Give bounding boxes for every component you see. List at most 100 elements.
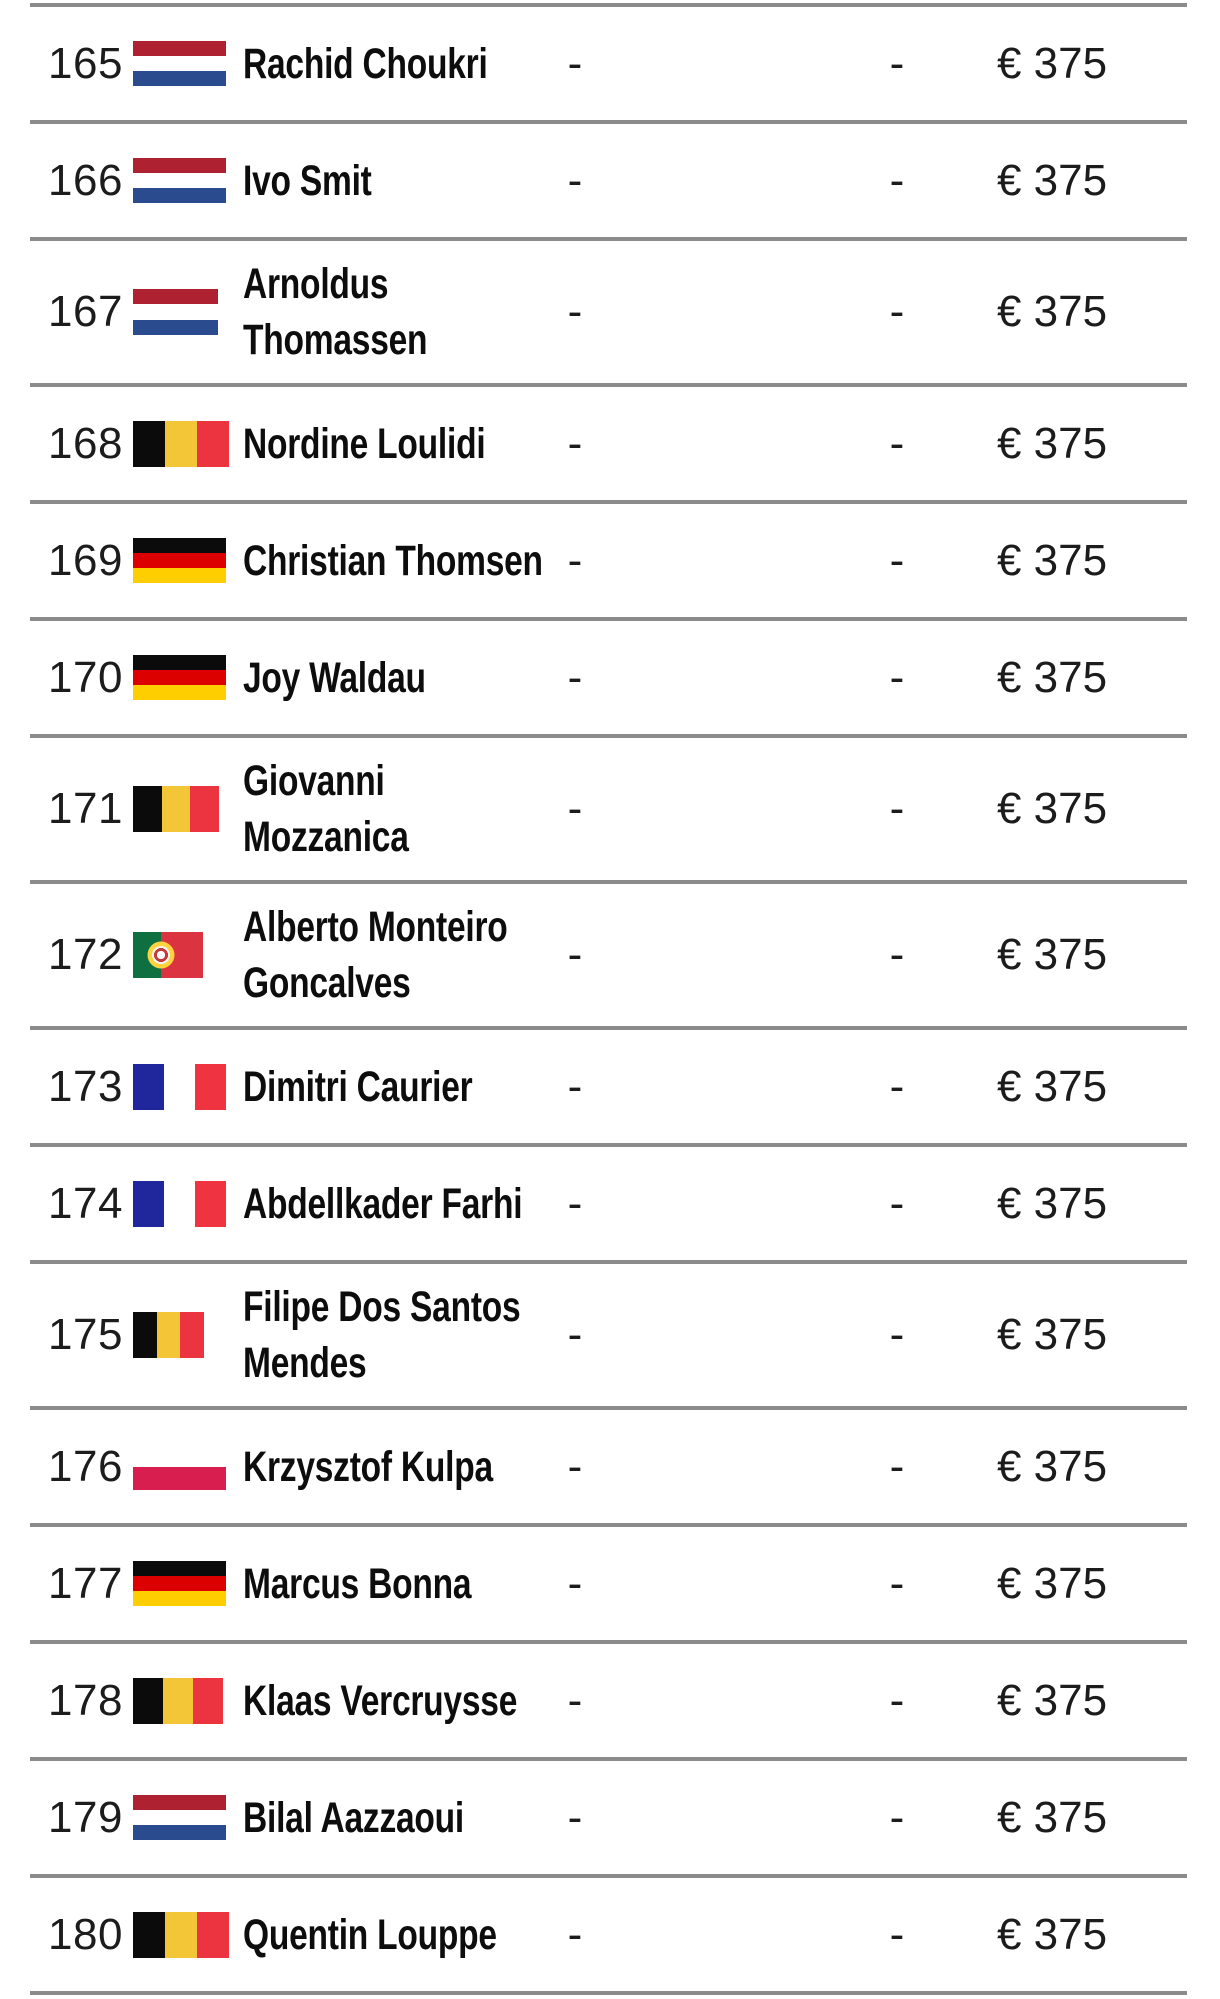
dash-cell-2: - xyxy=(889,1310,905,1359)
dash-cell-1: - xyxy=(567,1441,583,1491)
player-name[interactable]: Arnoldus Thomassen xyxy=(243,260,428,364)
rank-cell: 167 xyxy=(48,287,123,336)
result-row: 165 Rachid Choukri - - € 375 xyxy=(30,7,1187,124)
rank-cell: 166 xyxy=(48,155,123,205)
dash-cell-1: - xyxy=(567,1558,583,1608)
rank-cell: 165 xyxy=(48,38,123,88)
player-name[interactable]: Ivo Smit xyxy=(243,156,372,205)
prize-cell: € 375 xyxy=(996,1441,1108,1491)
player-name-cell: Marcus Bonna xyxy=(243,1541,555,1627)
player-name[interactable]: Nordine Loulidi xyxy=(243,419,486,468)
rank-cell: 178 xyxy=(48,1675,123,1725)
country-flag-icon xyxy=(133,157,226,204)
rank-cell: 176 xyxy=(48,1441,123,1491)
player-name-cell: Dimitri Caurier xyxy=(243,1044,555,1130)
prize-cell: € 375 xyxy=(996,1909,1108,1959)
player-name-cell: Abdellkader Farhi xyxy=(243,1161,555,1247)
dash-cell-1: - xyxy=(567,1178,583,1228)
player-name[interactable]: Filipe Dos Santos Mendes xyxy=(243,1283,521,1387)
result-row: 173 Dimitri Caurier - - € 375 xyxy=(30,1030,1187,1147)
player-name-cell: Joy Waldau xyxy=(243,635,555,721)
flag-cell xyxy=(133,1443,243,1490)
dash-cell-2: - xyxy=(889,155,905,205)
result-row: 166 Ivo Smit - - € 375 xyxy=(30,124,1187,241)
player-name[interactable]: Christian Thomsen xyxy=(243,536,543,585)
dash-cell-1: - xyxy=(567,38,583,88)
player-name[interactable]: Alberto Monteiro Goncalves xyxy=(243,903,508,1007)
player-name[interactable]: Dimitri Caurier xyxy=(243,1062,473,1111)
prize-cell: € 375 xyxy=(996,930,1108,979)
flag-cell xyxy=(133,1560,243,1607)
dash-cell-2: - xyxy=(889,38,905,88)
country-flag-icon xyxy=(133,40,226,87)
dash-cell-1: - xyxy=(567,784,583,833)
result-row: 177 Marcus Bonna - - € 375 xyxy=(30,1527,1187,1644)
dash-cell-1: - xyxy=(567,652,583,702)
player-name[interactable]: Klaas Vercruysse xyxy=(243,1676,518,1725)
player-name[interactable]: Rachid Choukri xyxy=(243,39,488,88)
player-name-cell: Ivo Smit xyxy=(243,138,555,224)
player-name[interactable]: Bilal Aazzaoui xyxy=(243,1793,464,1842)
rank-cell: 174 xyxy=(48,1178,123,1228)
player-name-cell: Giovanni Mozzanica xyxy=(243,738,555,880)
prize-cell: € 375 xyxy=(996,1558,1108,1608)
country-flag-icon xyxy=(133,289,218,335)
dash-cell-2: - xyxy=(889,1675,905,1725)
prize-cell: € 375 xyxy=(996,652,1108,702)
flag-cell xyxy=(133,537,243,584)
result-row: 172 Alberto Monteiro Goncalves - - € 375 xyxy=(30,884,1187,1030)
prize-cell: € 375 xyxy=(996,1310,1108,1359)
player-name-cell: Alberto Monteiro Goncalves xyxy=(243,884,555,1026)
dash-cell-1: - xyxy=(567,155,583,205)
player-name[interactable]: Joy Waldau xyxy=(243,653,426,702)
result-row: 171 Giovanni Mozzanica - - € 375 xyxy=(30,738,1187,884)
dash-cell-2: - xyxy=(889,1909,905,1959)
dash-cell-2: - xyxy=(889,784,905,833)
prize-cell: € 375 xyxy=(996,418,1108,468)
country-flag-icon xyxy=(133,786,220,832)
country-flag-icon xyxy=(133,1560,226,1607)
dash-cell-2: - xyxy=(889,652,905,702)
country-flag-icon xyxy=(133,1911,229,1958)
country-flag-icon xyxy=(133,1677,223,1724)
dash-cell-1: - xyxy=(567,287,583,336)
flag-cell xyxy=(133,654,243,701)
dash-cell-2: - xyxy=(889,535,905,585)
prize-cell: € 375 xyxy=(996,38,1108,88)
country-flag-icon xyxy=(133,1063,226,1110)
player-name[interactable]: Giovanni Mozzanica xyxy=(243,757,409,861)
dash-cell-2: - xyxy=(889,1061,905,1111)
dash-cell-2: - xyxy=(889,287,905,336)
result-row: 167 Arnoldus Thomassen - - € 375 xyxy=(30,241,1187,387)
dash-cell-2: - xyxy=(889,930,905,979)
dash-cell-2: - xyxy=(889,1441,905,1491)
rank-cell: 180 xyxy=(48,1909,123,1959)
rank-cell: 171 xyxy=(48,784,123,833)
country-flag-icon xyxy=(133,1443,226,1490)
dash-cell-1: - xyxy=(567,1675,583,1725)
flag-cell xyxy=(133,1180,243,1227)
flag-cell xyxy=(133,1677,243,1724)
result-row: 170 Joy Waldau - - € 375 xyxy=(30,621,1187,738)
result-row: 174 Abdellkader Farhi - - € 375 xyxy=(30,1147,1187,1264)
country-flag-icon xyxy=(133,932,203,978)
player-name[interactable]: Quentin Louppe xyxy=(243,1910,497,1959)
result-row: 180 Quentin Louppe - - € 375 xyxy=(30,1878,1187,1995)
rank-cell: 168 xyxy=(48,418,123,468)
country-flag-icon xyxy=(133,1794,226,1841)
prize-cell: € 375 xyxy=(996,1675,1108,1725)
rank-cell: 177 xyxy=(48,1558,123,1608)
country-flag-icon xyxy=(133,537,226,584)
player-name[interactable]: Marcus Bonna xyxy=(243,1559,472,1608)
prize-cell: € 375 xyxy=(996,155,1108,205)
player-name[interactable]: Abdellkader Farhi xyxy=(243,1179,523,1228)
dash-cell-2: - xyxy=(889,1178,905,1228)
player-name[interactable]: Krzysztof Kulpa xyxy=(243,1442,493,1491)
dash-cell-1: - xyxy=(567,418,583,468)
country-flag-icon xyxy=(133,1180,226,1227)
player-name-cell: Filipe Dos Santos Mendes xyxy=(243,1264,555,1406)
country-flag-icon xyxy=(133,654,226,701)
flag-cell xyxy=(133,786,243,832)
rank-cell: 179 xyxy=(48,1792,123,1842)
flag-cell xyxy=(133,1063,243,1110)
